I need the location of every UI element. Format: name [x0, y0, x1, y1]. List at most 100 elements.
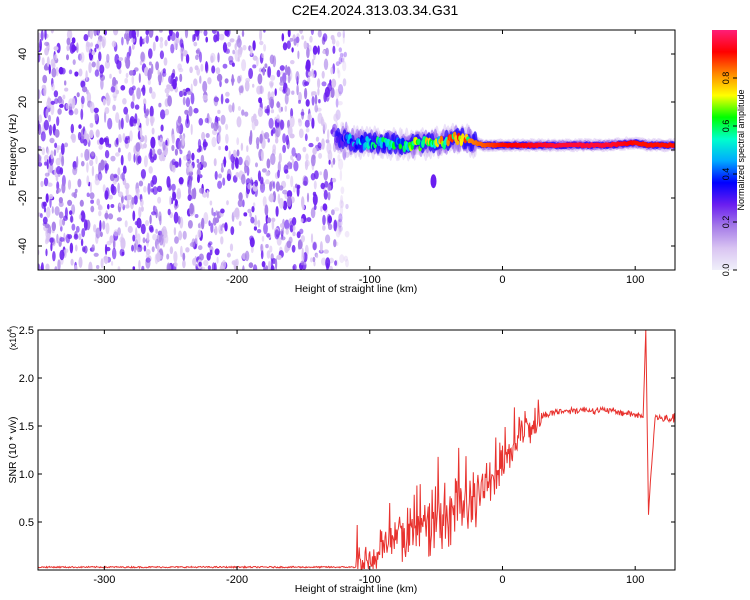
noise-mark [124, 220, 128, 228]
noise-mark [249, 212, 252, 218]
noise-mark [292, 225, 296, 231]
noise-mark [283, 164, 289, 174]
noise-mark [116, 217, 122, 222]
noise-mark [148, 48, 153, 59]
noise-mark [177, 115, 182, 124]
noise-mark [83, 34, 89, 42]
noise-mark [69, 242, 74, 254]
noise-mark [213, 212, 216, 217]
noise-mark [252, 40, 256, 51]
noise-mark [82, 246, 86, 253]
noise-mark [322, 214, 326, 226]
noise-mark [322, 33, 328, 42]
noise-mark [340, 186, 345, 195]
noise-mark [118, 202, 124, 208]
noise-mark [231, 74, 234, 86]
noise-mark [51, 83, 55, 91]
noise-mark [141, 265, 145, 270]
noise-mark [214, 217, 220, 224]
noise-mark [199, 51, 202, 63]
noise-mark [238, 46, 243, 55]
noise-mark [257, 219, 261, 228]
noise-mark [87, 30, 91, 38]
noise-mark [304, 119, 310, 128]
noise-mark [155, 228, 158, 234]
noise-mark [62, 94, 66, 100]
noise-mark [307, 113, 312, 122]
noise-mark [306, 217, 312, 223]
noise-mark [279, 65, 285, 71]
noise-mark [41, 57, 45, 66]
noise-mark [255, 162, 258, 168]
noise-mark [50, 100, 55, 105]
spectrogram-x-tick-label: -200 [226, 274, 248, 286]
spectrogram-x-tick-label: -100 [359, 274, 381, 286]
noise-mark [264, 204, 269, 216]
noise-mark [249, 235, 254, 242]
noise-mark [334, 260, 338, 266]
noise-mark [107, 203, 110, 210]
noise-mark [145, 108, 150, 116]
noise-mark [329, 79, 332, 86]
noise-mark [74, 71, 79, 77]
noise-mark [261, 168, 267, 173]
noise-mark [167, 95, 173, 107]
noise-mark [119, 248, 125, 257]
noise-mark [56, 42, 61, 54]
noise-mark [135, 227, 138, 240]
noise-mark [112, 247, 117, 260]
noise-mark [50, 150, 54, 160]
noise-mark [245, 155, 251, 167]
noise-mark [44, 172, 50, 177]
noise-mark [265, 244, 269, 249]
noise-mark [256, 57, 259, 67]
noise-mark [136, 30, 139, 38]
noise-mark [344, 230, 350, 238]
noise-mark [231, 161, 235, 171]
noise-mark [144, 66, 149, 77]
noise-mark [128, 30, 133, 39]
noise-mark [40, 262, 44, 270]
noise-mark [68, 109, 74, 116]
noise-mark [41, 147, 46, 156]
noise-mark [194, 214, 199, 218]
noise-mark [75, 225, 80, 233]
noise-mark [226, 200, 229, 206]
noise-mark [110, 86, 116, 93]
noise-mark [158, 254, 163, 260]
noise-mark [79, 199, 84, 207]
noise-mark [246, 145, 249, 153]
noise-mark [263, 44, 267, 52]
noise-mark [148, 61, 152, 66]
noise-mark [104, 150, 110, 159]
noise-mark [260, 250, 264, 260]
noise-mark [335, 98, 339, 108]
noise-mark [198, 118, 204, 126]
noise-mark [325, 234, 331, 244]
noise-mark [285, 228, 289, 235]
colorbar-tick-label: 0.4 [721, 168, 731, 181]
noise-mark [138, 73, 141, 84]
noise-mark [238, 156, 243, 166]
noise-mark [66, 37, 71, 46]
noise-mark [143, 155, 148, 168]
noise-mark [291, 147, 296, 157]
noise-mark [180, 245, 183, 258]
noise-mark [323, 249, 329, 254]
noise-mark [333, 207, 340, 212]
noise-mark [282, 42, 288, 51]
noise-mark [292, 185, 296, 193]
noise-mark [163, 57, 168, 66]
snr-x-label: Height of straight line (km) [295, 583, 418, 595]
noise-mark [342, 149, 347, 161]
noise-mark [241, 199, 245, 208]
noise-mark [184, 109, 189, 115]
noise-mark [286, 240, 292, 249]
noise-mark [296, 184, 301, 190]
noise-mark [290, 60, 295, 65]
noise-mark [78, 68, 83, 77]
noise-mark [155, 35, 159, 42]
noise-mark [220, 166, 224, 173]
noise-mark [137, 155, 142, 164]
noise-mark [198, 253, 204, 261]
